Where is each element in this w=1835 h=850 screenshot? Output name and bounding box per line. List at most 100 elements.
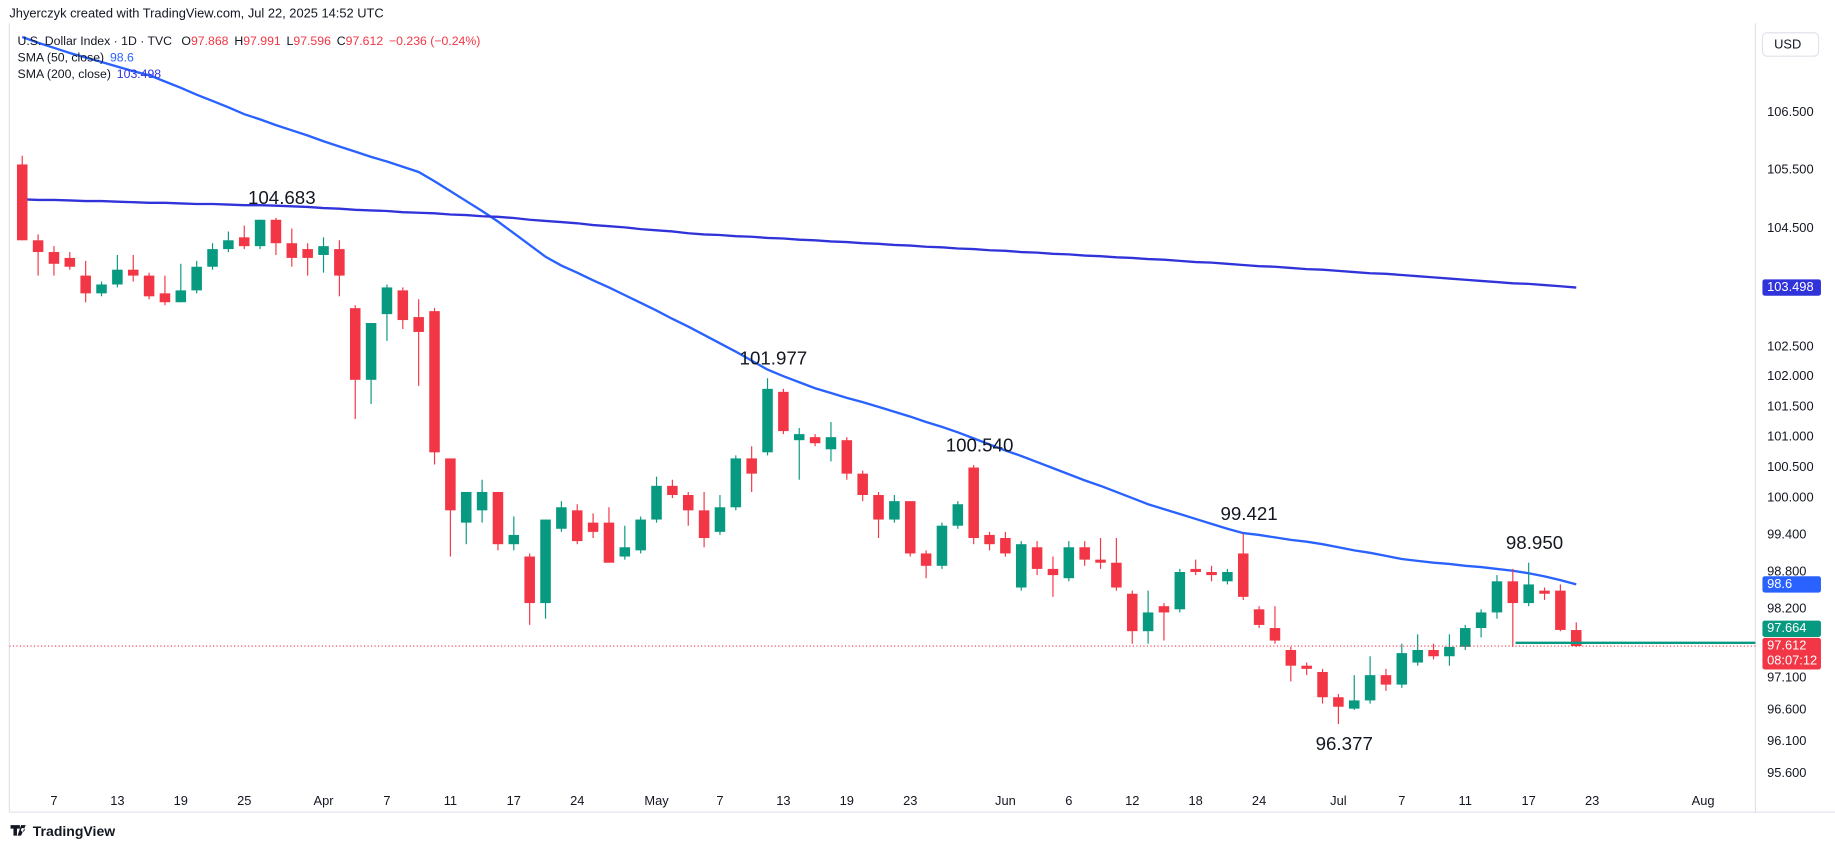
candle-body [492,491,504,545]
candle-body [143,275,155,297]
candle-body [556,507,567,529]
x-tick-label: May [644,793,669,808]
x-tick-label: 24 [570,793,584,808]
header: Jhyerczyk created with TradingView.com, … [9,5,383,20]
ohlc-letter: O [181,34,191,48]
candle-body [508,534,520,545]
indicator-value: 103.498 [117,67,162,81]
candle-body [1396,653,1408,685]
y-tick-label: 101.500 [1767,398,1813,413]
y-tick-label: 100.500 [1767,459,1813,474]
candle-body [841,440,853,474]
candle-body [1190,568,1201,573]
candle-body [889,501,900,520]
candle-body [920,553,932,566]
y-tick-label: 96.600 [1767,701,1806,716]
candle-body [984,534,995,545]
candle-body [223,240,234,250]
price-tag: 97.612 [1767,637,1806,652]
currency-label[interactable]: USD [1774,36,1801,51]
candle-body [318,246,329,255]
x-tick-label: Jun [995,793,1016,808]
candle-body [651,485,662,520]
x-tick-label: Aug [1692,793,1715,808]
candle-body [48,252,60,264]
y-tick-label: 102.000 [1767,368,1813,383]
annotation: 101.977 [740,347,808,368]
candle-body [1539,590,1550,594]
symbol: U.S. Dollar Index · 1D · TVC [18,34,173,48]
candle-body [1412,649,1423,663]
candle-body [365,323,377,380]
candle-body [1523,584,1534,604]
candle-body [1380,675,1392,685]
candle-body [1491,581,1503,613]
candle-body [540,519,551,604]
candle-body [302,249,313,258]
sma-line [22,198,1577,289]
candle-body [1142,612,1154,632]
candle-body [207,249,218,267]
y-tick-label: 96.100 [1767,733,1806,748]
candle-body [460,491,472,523]
sma-tag-bg [1762,576,1821,593]
ohlc-value: 97.868 [191,34,229,48]
y-tick-label: 98.200 [1767,601,1806,616]
candle-body [127,269,139,276]
annotation: 100.540 [946,434,1014,455]
candle-body [16,164,28,241]
candle-body [682,495,694,511]
candle-body [1063,547,1075,579]
indicator-name: SMA (50, close) [18,51,105,65]
y-tick-label: 99.400 [1767,526,1806,541]
x-tick-label: 17 [507,793,521,808]
candle-body [381,287,393,315]
candle-body [254,219,266,247]
candle-body [762,388,773,453]
x-tick-label: 12 [1125,793,1139,808]
candle-body [80,275,91,294]
annotation: 98.950 [1506,532,1563,553]
candle-body [445,458,456,511]
x-tick-label: Jul [1330,793,1346,808]
candle-body [936,525,948,566]
candle-body [1206,572,1217,576]
y-tick-label: 97.100 [1767,670,1806,685]
x-tick-label: 7 [716,793,723,808]
candle-body [857,473,868,496]
candle-body [159,293,171,303]
candle-body [270,219,282,244]
candle-body [96,284,107,294]
y-tick-label: 98.800 [1767,563,1806,578]
candle-body [619,547,631,557]
candle-body [778,391,789,432]
y-tick-label: 95.600 [1767,765,1806,780]
change: −0.236 (−0.24%) [389,34,480,48]
candle-body [698,510,710,539]
plot-area [9,35,1756,725]
candle-body [746,458,757,474]
ohlc-value: 97.596 [293,34,331,48]
x-tick-label: 6 [1065,793,1072,808]
candle-body [1285,649,1297,666]
currency-button[interactable] [1761,32,1820,57]
ohlc-value: 97.991 [243,34,281,48]
candle-body [1475,612,1487,629]
candle-body [1095,559,1106,563]
y-tick-label: 106.500 [1767,104,1813,119]
candle-body [413,317,424,332]
candle-body [1301,665,1312,669]
indicator-value: 98.6 [110,51,134,65]
candle-body [1459,628,1471,647]
candle-body [730,458,742,508]
candle-body [825,437,837,450]
ohlc-letter: H [234,34,243,48]
x-tick-label: 24 [1252,793,1266,808]
candle-body [1079,547,1090,560]
candle-body [429,311,440,453]
candle-body [904,501,916,554]
candle-body [334,249,345,276]
sma-tag: 103.498 [1767,279,1813,294]
